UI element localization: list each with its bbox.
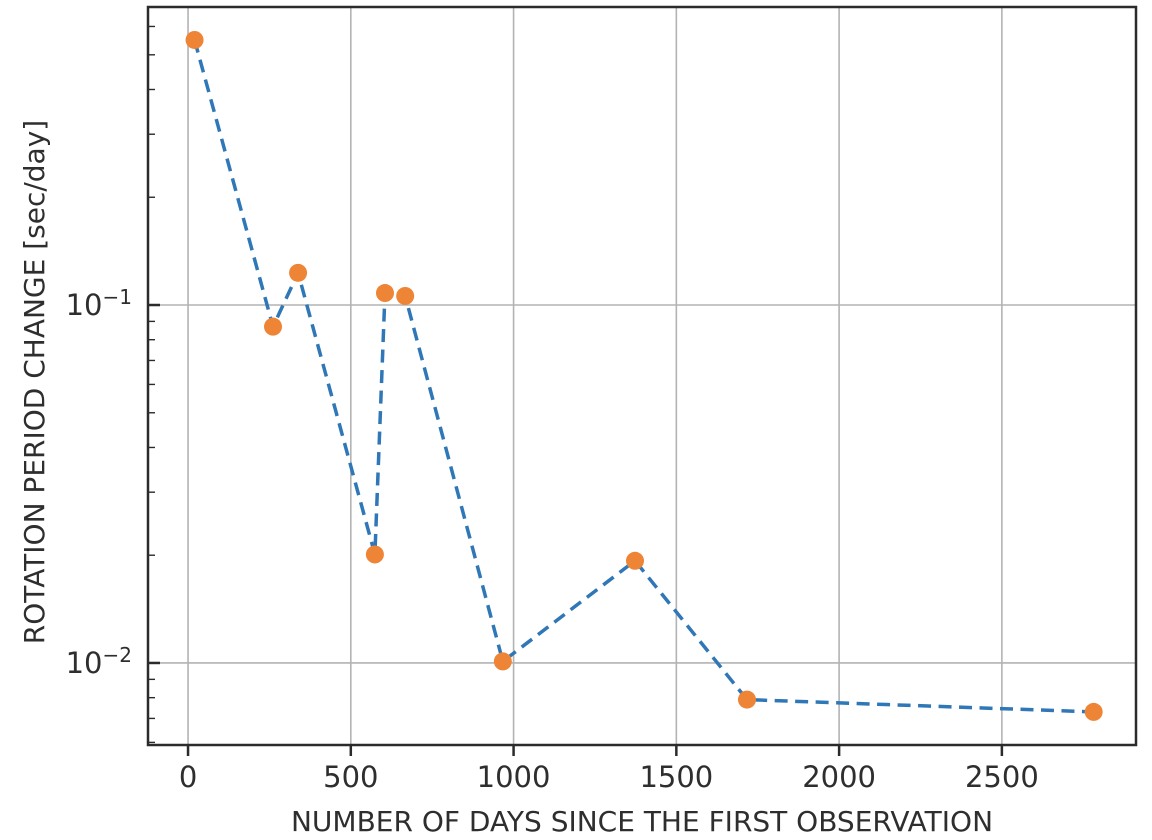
data-point <box>396 286 415 305</box>
data-point <box>737 690 756 709</box>
data-point <box>365 545 384 564</box>
plot-area: 10−1 10−2 0 500 1000 1500 2000 2500 <box>66 7 1136 794</box>
x-tick-label: 1500 <box>639 760 713 794</box>
x-tick-label: 2500 <box>965 760 1039 794</box>
plot-border-spines <box>146 5 1138 747</box>
data-point <box>289 263 308 282</box>
x-tick-label: 500 <box>323 760 378 794</box>
y-tick-label: 10−1 <box>66 285 132 322</box>
data-point <box>185 30 204 49</box>
data-point <box>626 551 645 570</box>
x-tick-label: 0 <box>179 760 197 794</box>
x-tick-label: 2000 <box>802 760 876 794</box>
data-point <box>264 317 283 336</box>
data-point <box>375 284 394 303</box>
y-axis-label: ROTATION PERIOD CHANGE [sec/day] <box>18 120 51 644</box>
x-tick-label: 1000 <box>477 760 551 794</box>
data-point <box>493 652 512 671</box>
data-point <box>1084 702 1103 721</box>
x-axis-label: NUMBER OF DAYS SINCE THE FIRST OBSERVATI… <box>291 805 993 838</box>
data-series-line <box>192 39 1094 714</box>
y-tick-label: 10−2 <box>66 643 132 680</box>
